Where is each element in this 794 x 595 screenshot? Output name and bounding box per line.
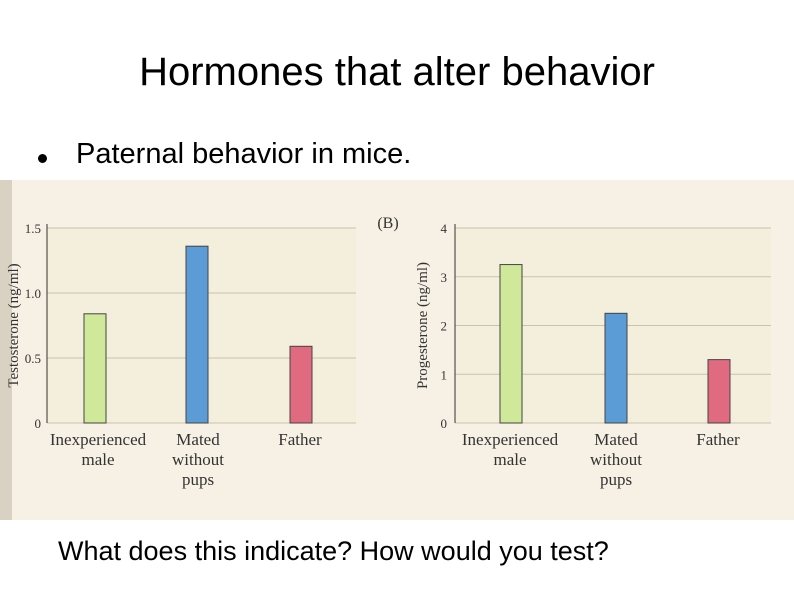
bar-father (289, 345, 313, 424)
y-tick-label: 1.0 (25, 286, 41, 301)
y-tick-label: 0.5 (25, 351, 41, 366)
y-axis-label: Testosterone (ng/ml) (6, 263, 22, 387)
x-category-label: pups (600, 470, 632, 489)
panel-label: (B) (377, 215, 398, 232)
x-category-label: Mated (594, 430, 638, 449)
bullet-dot-icon (38, 154, 47, 163)
x-category-label: Inexperienced (462, 430, 559, 449)
x-category-label: Mated (176, 430, 220, 449)
y-tick-label: 0 (35, 416, 42, 431)
bullet-text: Paternal behavior in mice. (76, 138, 412, 170)
y-tick-label: 4 (441, 221, 448, 236)
bar-mated-without-pups (185, 245, 209, 424)
y-tick-label: 1.5 (25, 221, 41, 236)
question-text: What does this indicate? How would you t… (58, 536, 609, 566)
progesterone-chart: 0 1 2 3 4 Progesterone (ng/ml) (B) Inexperience… (377, 215, 771, 489)
bar-father (707, 359, 731, 424)
hormone-bar-charts: 0 0.5 1.0 1.5 Testosterone (ng/ml) Inexperien… (0, 180, 794, 520)
y-axis-label: Progesterone (ng/ml) (415, 262, 431, 389)
x-category-label: male (81, 450, 114, 469)
x-category-label: male (493, 450, 526, 469)
bar-mated-without-pups (604, 312, 628, 424)
y-tick-label: 1 (441, 367, 448, 382)
testosterone-chart: 0 0.5 1.0 1.5 Testosterone (ng/ml) Inexperien… (6, 221, 356, 489)
bar-inexperienced-male (499, 264, 523, 424)
x-category-label: Father (696, 430, 740, 449)
x-category-label: without (590, 450, 642, 469)
y-tick-label: 0 (441, 416, 448, 431)
x-category-label: without (172, 450, 224, 469)
slide-title: Hormones that alter behavior (139, 50, 655, 94)
x-category-label: Inexperienced (50, 430, 147, 449)
x-category-label: pups (182, 470, 214, 489)
y-tick-label: 2 (441, 319, 448, 334)
y-tick-label: 3 (441, 270, 448, 285)
x-category-label: Father (278, 430, 322, 449)
bar-inexperienced-male (83, 313, 107, 424)
figure-edge-shadow (0, 180, 12, 520)
